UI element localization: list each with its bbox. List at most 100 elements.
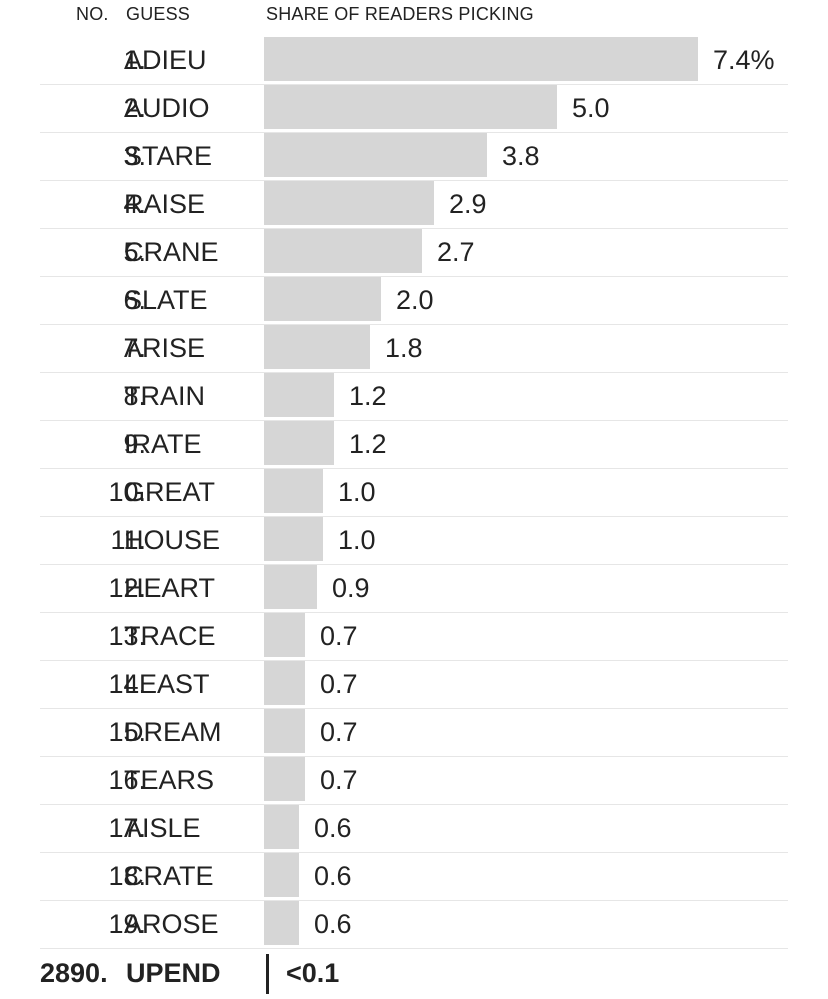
bar — [264, 133, 487, 177]
table-row: 11. HOUSE 1.0 — [40, 517, 788, 565]
header-share: SHARE OF READERS PICKING — [266, 4, 534, 24]
table-row: 13. TRACE 0.7 — [40, 613, 788, 661]
guess-word: TEARS — [124, 765, 215, 795]
value-label: 2.0 — [396, 285, 434, 315]
guess-word: STARE — [124, 141, 213, 171]
bar — [264, 565, 317, 609]
value-label: 1.0 — [338, 525, 376, 555]
highlight-rank: 2890. — [40, 958, 108, 988]
guess-word: ARISE — [124, 333, 206, 363]
guess-word: TRACE — [124, 621, 216, 651]
guess-word: AROSE — [124, 909, 219, 939]
rank-label: 19. — [108, 909, 146, 939]
rank-label: 9. — [123, 429, 146, 459]
guess-word: GREAT — [124, 477, 216, 507]
guess-word: IRATE — [124, 429, 202, 459]
guess-word: CRATE — [124, 861, 214, 891]
value-label: 0.7 — [320, 669, 358, 699]
value-label: 0.6 — [314, 813, 352, 843]
table-row: 1. ADIEU 7.4% — [40, 37, 788, 85]
value-label: 5.0 — [572, 93, 610, 123]
rank-label: 18. — [108, 861, 146, 891]
guess-word: DREAM — [124, 717, 222, 747]
bar — [264, 373, 334, 417]
bar — [264, 709, 305, 753]
guess-word: HEART — [124, 573, 216, 603]
header-rank: NO. — [76, 4, 109, 24]
table-row: 3. STARE 3.8 — [40, 133, 788, 181]
bar — [264, 901, 299, 945]
table-row: 10. GREAT 1.0 — [40, 469, 788, 517]
guess-word: CRANE — [124, 237, 219, 267]
rank-label: 13. — [108, 621, 146, 651]
value-label: 0.7 — [320, 717, 358, 747]
bar — [264, 805, 299, 849]
table-row: 14. LEAST 0.7 — [40, 661, 788, 709]
table-row: 9. IRATE 1.2 — [40, 421, 788, 469]
rank-label: 12. — [108, 573, 146, 603]
bar — [264, 325, 370, 369]
guess-word: HOUSE — [124, 525, 221, 555]
bar — [264, 469, 323, 513]
bar — [264, 661, 305, 705]
guess-word: AUDIO — [124, 93, 210, 123]
guess-word: AISLE — [124, 813, 201, 843]
rank-label: 16. — [108, 765, 146, 795]
bar — [264, 757, 305, 801]
rank-label: 10. — [108, 477, 146, 507]
bar — [264, 37, 698, 81]
table-row: 7. ARISE 1.8 — [40, 325, 788, 373]
rank-label: 5. — [123, 237, 146, 267]
rank-label: 8. — [123, 381, 146, 411]
table-row: 4. RAISE 2.9 — [40, 181, 788, 229]
value-label: 2.7 — [437, 237, 475, 267]
table-row: 12. HEART 0.9 — [40, 565, 788, 613]
value-label: 7.4% — [713, 45, 775, 75]
guess-word: RAISE — [124, 189, 206, 219]
table-row: 19. AROSE 0.6 — [40, 901, 788, 949]
table-row: 15. DREAM 0.7 — [40, 709, 788, 757]
bar — [264, 517, 323, 561]
bar — [264, 85, 557, 129]
bar — [264, 421, 334, 465]
highlight-row: 2890. UPEND <0.1 — [40, 950, 788, 996]
rank-label: 6. — [123, 285, 146, 315]
rank-label: 1. — [123, 45, 146, 75]
rank-label: 11. — [110, 525, 146, 555]
rank-label: 3. — [123, 141, 146, 171]
value-label: 0.7 — [320, 621, 358, 651]
bar — [264, 229, 422, 273]
value-label: 1.2 — [349, 381, 387, 411]
table-row: 16. TEARS 0.7 — [40, 757, 788, 805]
bar — [264, 853, 299, 897]
guess-word: TRAIN — [124, 381, 205, 411]
rank-label: 4. — [123, 189, 146, 219]
value-label: 1.2 — [349, 429, 387, 459]
header-guess: GUESS — [126, 4, 191, 24]
value-label: 0.9 — [332, 573, 370, 603]
bar — [264, 277, 381, 321]
guess-word: SLATE — [124, 285, 208, 315]
table-row: 17. AISLE 0.6 — [40, 805, 788, 853]
rank-label: 2. — [123, 93, 146, 123]
bar — [264, 613, 305, 657]
table-row: 5. CRANE 2.7 — [40, 229, 788, 277]
highlight-value-label: <0.1 — [286, 958, 340, 988]
value-label: 3.8 — [502, 141, 540, 171]
rank-label: 14. — [108, 669, 146, 699]
table-row: 6. SLATE 2.0 — [40, 277, 788, 325]
table-row: 8. TRAIN 1.2 — [40, 373, 788, 421]
value-label: 1.0 — [338, 477, 376, 507]
value-label: 2.9 — [449, 189, 487, 219]
highlight-word: UPEND — [126, 958, 221, 988]
bar — [264, 181, 434, 225]
value-label: 0.7 — [320, 765, 358, 795]
value-label: 1.8 — [385, 333, 423, 363]
rank-label: 17. — [108, 813, 146, 843]
value-label: 0.6 — [314, 861, 352, 891]
rank-label: 7. — [123, 333, 146, 363]
table-row: 2. AUDIO 5.0 — [40, 85, 788, 133]
guess-word: LEAST — [124, 669, 210, 699]
highlight-tick-mark — [266, 954, 269, 994]
